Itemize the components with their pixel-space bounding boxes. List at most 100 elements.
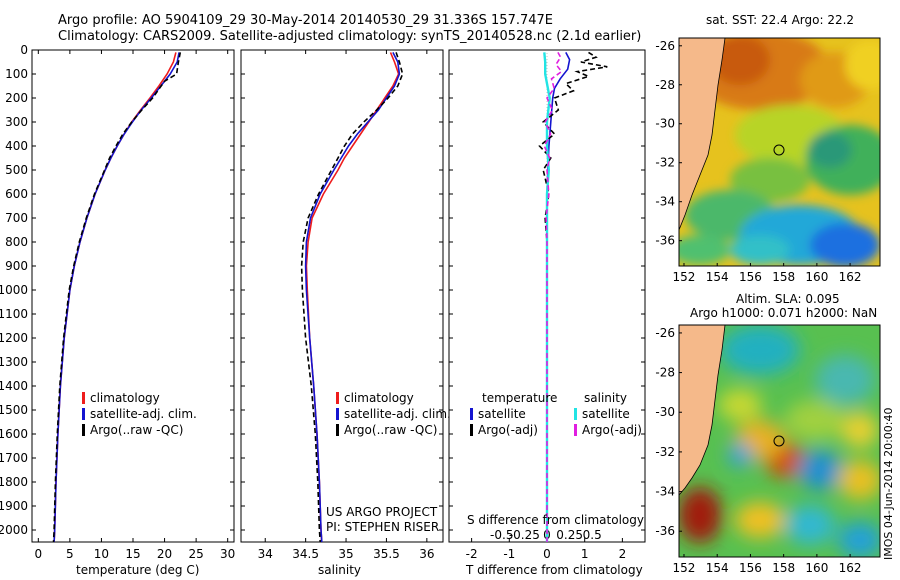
sla-map-image bbox=[679, 325, 880, 557]
series-argo bbox=[300, 52, 404, 543]
y-tick-label: 900 bbox=[5, 259, 28, 273]
t-diff-xlabel: T difference from climatology bbox=[466, 563, 643, 577]
x-tick-label: 1 bbox=[581, 547, 589, 561]
legend-s-argo: Argo(-adj) bbox=[574, 422, 642, 438]
legend-salinity-header: salinity bbox=[584, 391, 628, 405]
y-tick-label: 1000 bbox=[0, 283, 28, 297]
diff-legend-left: temperature satellite Argo(-adj) bbox=[470, 390, 557, 438]
project-label: US ARGO PROJECT bbox=[326, 505, 438, 519]
map-y-tick-label: -28 bbox=[655, 78, 675, 92]
y-tick-label: 1800 bbox=[0, 475, 28, 489]
y-tick-label: 1400 bbox=[0, 379, 28, 393]
y-tick-label: 100 bbox=[5, 67, 28, 81]
map-y-tick-label: -36 bbox=[655, 524, 675, 538]
y-tick-label: 1200 bbox=[0, 331, 28, 345]
s-tick-label: -0.5 bbox=[490, 528, 513, 542]
sst-map-image bbox=[679, 38, 880, 266]
x-tick-label: 35 bbox=[338, 547, 353, 561]
map-x-tick-label: 156 bbox=[739, 270, 762, 284]
sla-map-title: Altim. SLA: 0.095 bbox=[736, 292, 840, 306]
legend-temperature-header: temperature bbox=[482, 391, 558, 405]
y-tick-label: 2000 bbox=[0, 523, 28, 537]
x-tick-label: 0 bbox=[543, 547, 551, 561]
x-tick-label: 2 bbox=[619, 547, 627, 561]
salinity-xlabel: salinity bbox=[318, 563, 362, 577]
map-y-tick-label: -30 bbox=[655, 405, 675, 419]
x-tick-label: -2 bbox=[466, 547, 478, 561]
series-satellite bbox=[304, 52, 401, 543]
legend-satellite: satellite-adj. clim. bbox=[336, 406, 451, 422]
y-tick-label: 500 bbox=[5, 163, 28, 177]
legend-t-argo: Argo(-adj) bbox=[470, 422, 557, 438]
y-tick-label: 1700 bbox=[0, 451, 28, 465]
x-tick-label: 34.5 bbox=[292, 547, 319, 561]
sst-map-title: sat. SST: 22.4 Argo: 22.2 bbox=[706, 13, 855, 27]
y-tick-label: 1600 bbox=[0, 427, 28, 441]
series-S-argo bbox=[543, 52, 563, 542]
y-tick-label: 700 bbox=[5, 211, 28, 225]
map-x-tick-label: 160 bbox=[805, 270, 828, 284]
y-tick-label: 400 bbox=[5, 139, 28, 153]
y-tick-label: 300 bbox=[5, 115, 28, 129]
temp-legend: climatology satellite-adj. clim. Argo(..… bbox=[82, 390, 197, 438]
map-y-tick-label: -28 bbox=[655, 366, 675, 380]
y-tick-label: 600 bbox=[5, 187, 28, 201]
sla-map-subtitle: Argo h1000: 0.071 h2000: NaN bbox=[690, 306, 878, 320]
y-tick-label: 1100 bbox=[0, 307, 28, 321]
y-tick-label: 0 bbox=[20, 43, 28, 57]
map-y-tick-label: -34 bbox=[655, 195, 675, 209]
temp-xlabel: temperature (deg C) bbox=[76, 563, 200, 577]
x-tick-label: -1 bbox=[503, 547, 515, 561]
x-tick-label: 0 bbox=[34, 547, 42, 561]
map-x-tick-label: 154 bbox=[706, 270, 729, 284]
x-tick-label: 34 bbox=[258, 547, 273, 561]
legend-argo: Argo(..raw -QC) bbox=[82, 422, 197, 438]
s-diff-label: S difference from climatology bbox=[467, 513, 644, 527]
s-tick-label: 0.25 bbox=[556, 528, 583, 542]
map-x-tick-label: 158 bbox=[772, 270, 795, 284]
map-y-tick-label: -26 bbox=[655, 326, 675, 340]
map-y-tick-label: -36 bbox=[655, 234, 675, 248]
map-y-tick-label: -34 bbox=[655, 485, 675, 499]
map-x-tick-label: 162 bbox=[839, 561, 862, 575]
x-tick-label: 10 bbox=[94, 547, 109, 561]
y-tick-label: 200 bbox=[5, 91, 28, 105]
y-tick-label: 1300 bbox=[0, 355, 28, 369]
map-x-tick-label: 152 bbox=[673, 270, 696, 284]
legend-climatology: climatology bbox=[82, 390, 197, 406]
x-tick-label: 25 bbox=[188, 547, 203, 561]
s-tick-label: 0.5 bbox=[583, 528, 602, 542]
map-y-tick-label: -32 bbox=[655, 445, 675, 459]
legend-climatology: climatology bbox=[336, 390, 451, 406]
map-x-tick-label: 160 bbox=[805, 561, 828, 575]
diff-legend-right: salinity satellite Argo(-adj) bbox=[574, 390, 642, 438]
x-tick-label: 20 bbox=[157, 547, 172, 561]
x-tick-label: 30 bbox=[220, 547, 235, 561]
map-x-tick-label: 154 bbox=[706, 561, 729, 575]
y-tick-label: 1900 bbox=[0, 499, 28, 513]
map-y-tick-label: -26 bbox=[655, 39, 675, 53]
series-argo bbox=[52, 52, 182, 543]
imos-watermark: IMOS 04-Jun-2014 20:00:40 bbox=[882, 407, 895, 560]
x-tick-label: 5 bbox=[66, 547, 74, 561]
x-tick-label: 35.5 bbox=[373, 547, 400, 561]
map-x-tick-label: 158 bbox=[772, 561, 795, 575]
pi-label: PI: STEPHEN RISER bbox=[326, 520, 440, 534]
map-y-tick-label: -32 bbox=[655, 156, 675, 170]
x-tick-label: 36 bbox=[419, 547, 434, 561]
title-line-1: Argo profile: AO 5904109_29 30-May-2014 … bbox=[58, 13, 553, 28]
title-line-2: Climatology: CARS2009. Satellite-adjuste… bbox=[58, 29, 642, 44]
salinity-axes-frame bbox=[240, 49, 444, 543]
legend-t-satellite: satellite bbox=[470, 406, 557, 422]
legend-s-satellite: satellite bbox=[574, 406, 642, 422]
map-x-tick-label: 156 bbox=[739, 561, 762, 575]
legend-satellite: satellite-adj. clim. bbox=[82, 406, 197, 422]
salinity-legend: climatology satellite-adj. clim. Argo(..… bbox=[336, 390, 451, 438]
temp-axes-frame bbox=[31, 49, 235, 543]
map-x-tick-label: 152 bbox=[673, 561, 696, 575]
y-tick-label: 800 bbox=[5, 235, 28, 249]
x-tick-label: 15 bbox=[125, 547, 140, 561]
legend-argo: Argo(..raw -QC) bbox=[336, 422, 451, 438]
map-x-tick-label: 162 bbox=[839, 270, 862, 284]
